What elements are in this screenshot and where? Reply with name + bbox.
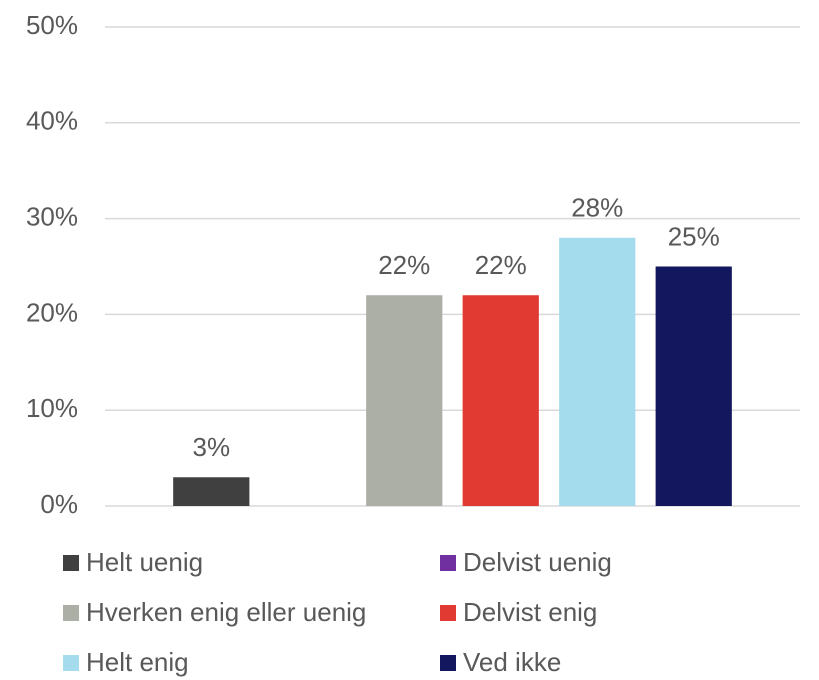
bar (366, 295, 443, 506)
legend-label: Delvist enig (463, 597, 597, 627)
bar (173, 477, 250, 506)
legend-label: Delvist uenig (463, 547, 612, 577)
data-label: 22% (378, 250, 430, 280)
legend-label: Helt uenig (86, 547, 203, 577)
y-tick-label: 0% (40, 489, 78, 519)
legend-swatch (440, 605, 456, 621)
legend-swatch (63, 555, 79, 571)
y-tick-label: 30% (26, 201, 78, 231)
y-tick-label: 50% (26, 10, 78, 40)
data-label: 25% (668, 221, 720, 251)
data-label: 28% (571, 193, 623, 223)
legend-label: Ved ikke (463, 647, 561, 677)
data-label: 22% (475, 250, 527, 280)
legend-swatch (440, 655, 456, 671)
y-tick-label: 20% (26, 297, 78, 327)
bar (559, 237, 636, 506)
bar (655, 266, 732, 506)
bar (462, 295, 539, 506)
legend-swatch (63, 655, 79, 671)
y-tick-label: 40% (26, 106, 78, 136)
legend-swatch (440, 555, 456, 571)
legend-label: Helt enig (86, 647, 189, 677)
y-tick-label: 10% (26, 393, 78, 423)
legend-swatch (63, 605, 79, 621)
data-label: 3% (192, 432, 230, 462)
legend-label: Hverken enig eller uenig (86, 597, 366, 627)
